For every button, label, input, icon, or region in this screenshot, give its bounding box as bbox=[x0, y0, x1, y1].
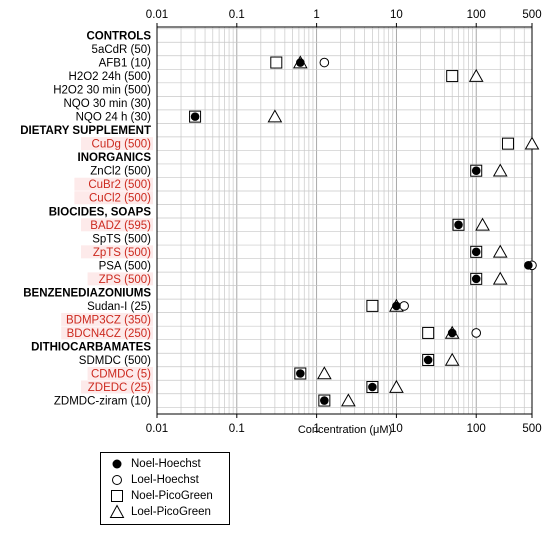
category-heading: INORGANICS bbox=[78, 152, 152, 164]
row-label: CuCl2 (500) bbox=[89, 193, 151, 205]
open-circle-icon bbox=[112, 475, 122, 485]
row-label: BDCN4CZ (250) bbox=[67, 328, 152, 340]
category-heading: DIETARY SUPPLEMENT bbox=[20, 125, 151, 137]
filled-circle-icon bbox=[112, 459, 122, 469]
x-axis-label: Concentration (μM) bbox=[298, 424, 392, 436]
row-label: BADZ (595) bbox=[90, 220, 151, 232]
legend-label: Noel-Hoechst bbox=[131, 458, 201, 470]
data-point-open-triangle bbox=[468, 68, 484, 82]
top-tick-label: 1 bbox=[313, 9, 319, 21]
row-label: PSA (500) bbox=[99, 260, 152, 272]
data-point-open-triangle bbox=[316, 366, 332, 380]
data-point-open-square bbox=[422, 326, 435, 339]
row-label: CuBr2 (500) bbox=[88, 179, 151, 191]
legend-label: Loel-PicoGreen bbox=[131, 506, 211, 518]
category-heading: BIOCIDES, SOAPS bbox=[49, 206, 152, 218]
open-triangle-icon bbox=[109, 504, 125, 518]
row-label: SDMDC (500) bbox=[79, 355, 151, 367]
row-label-highlight bbox=[87, 367, 153, 380]
data-point-open-square bbox=[270, 56, 283, 69]
data-point-filled-circle bbox=[454, 220, 463, 230]
data-point-filled-circle bbox=[471, 166, 481, 175]
data-point-filled-circle bbox=[471, 274, 481, 284]
data-point-open-triangle bbox=[267, 109, 283, 123]
data-point-open-circle bbox=[399, 301, 409, 311]
data-point-filled-circle bbox=[296, 369, 305, 378]
category-heading: DITHIOCARBAMATES bbox=[31, 341, 151, 353]
top-tick-label: 500 bbox=[522, 9, 541, 21]
row-label: ZPS (500) bbox=[99, 274, 152, 286]
scatter-chart: 0.01 0.01 0.1 0.1 1 1 10 10 100 100 500 500 CONTROL… bbox=[20, 9, 541, 436]
row-label: 5aCdR (50) bbox=[92, 44, 152, 56]
data-point-filled-circle bbox=[423, 355, 433, 365]
data-point-filled-circle bbox=[320, 396, 329, 405]
top-tick-label: 0.01 bbox=[146, 9, 168, 21]
legend-label: Noel-PicoGreen bbox=[131, 490, 213, 502]
data-point-open-triangle bbox=[492, 271, 508, 285]
row-label-highlight bbox=[81, 380, 153, 394]
data-point-open-triangle bbox=[475, 217, 490, 231]
bottom-tick-label: 10 bbox=[390, 423, 403, 435]
data-point-open-triangle bbox=[444, 352, 460, 366]
data-point-filled-circle bbox=[392, 301, 401, 311]
data-point-open-square bbox=[446, 70, 459, 83]
row-label: Sudan-I (25) bbox=[87, 301, 151, 313]
data-point-filled-circle bbox=[447, 328, 457, 338]
row-label: NQO 24 h (30) bbox=[76, 112, 152, 124]
legend-item: Noel-Hoechst bbox=[101, 456, 229, 472]
row-label: ZnCl2 (500) bbox=[90, 166, 151, 178]
bottom-tick-label: 100 bbox=[467, 423, 486, 435]
data-point-open-circle bbox=[319, 57, 330, 68]
top-tick-label: 10 bbox=[390, 9, 403, 21]
data-point-open-square bbox=[366, 299, 379, 312]
data-point-open-triangle bbox=[389, 379, 404, 393]
row-label-highlight bbox=[61, 312, 154, 326]
row-label: ZDEDC (25) bbox=[88, 382, 151, 394]
data-point-open-triangle bbox=[492, 244, 508, 258]
data-point-filled-circle bbox=[190, 112, 200, 121]
top-tick-label: 0.1 bbox=[229, 9, 245, 21]
row-label: H2O2 24h (500) bbox=[69, 71, 152, 83]
legend-label: Loel-Hoechst bbox=[131, 474, 199, 486]
category-heading: CONTROLS bbox=[86, 31, 151, 43]
row-label: ZDMDC-ziram (10) bbox=[54, 396, 151, 408]
row-label: ZpTS (500) bbox=[93, 247, 151, 259]
row-label: NQO 30 min (30) bbox=[63, 98, 151, 110]
open-square-icon bbox=[111, 490, 123, 502]
bottom-tick-label: 0.01 bbox=[146, 423, 168, 435]
row-label-highlight bbox=[61, 326, 154, 340]
bottom-tick-label: 0.1 bbox=[229, 423, 245, 435]
row-label-highlight bbox=[81, 218, 153, 232]
bottom-tick-label: 500 bbox=[522, 423, 541, 435]
row-label-highlight bbox=[74, 177, 153, 191]
data-point-filled-circle bbox=[296, 58, 305, 67]
row-label: CDMDC (5) bbox=[91, 369, 151, 381]
row-label: H2O2 30 min (500) bbox=[53, 85, 151, 97]
row-label-highlight bbox=[81, 137, 153, 151]
legend: Noel-Hoechst Loel-Hoechst Noel-PicoGreen… bbox=[100, 452, 230, 525]
row-label: CuDg (500) bbox=[92, 139, 152, 151]
bottom-tick-label: 1 bbox=[313, 423, 319, 435]
row-label: SpTS (500) bbox=[92, 233, 151, 245]
row-label: AFB1 (10) bbox=[99, 58, 152, 70]
category-heading: BENZENEDIAZONIUMS bbox=[23, 287, 151, 299]
row-label-highlight bbox=[87, 272, 153, 286]
row-label-highlight bbox=[74, 191, 153, 205]
data-point-filled-circle bbox=[524, 261, 533, 270]
row-label: BDMP3CZ (350) bbox=[66, 314, 151, 326]
data-point-filled-circle bbox=[471, 247, 481, 257]
data-point-open-circle bbox=[471, 328, 482, 338]
legend-item: Loel-Hoechst bbox=[101, 472, 229, 488]
plot-frame bbox=[156, 26, 533, 415]
data-point-open-triangle bbox=[492, 163, 508, 177]
data-point-open-triangle bbox=[524, 136, 540, 150]
data-point-open-square bbox=[501, 137, 514, 150]
legend-item: Noel-PicoGreen bbox=[101, 488, 229, 504]
data-point-filled-circle bbox=[368, 382, 377, 392]
data-point-open-triangle bbox=[341, 393, 356, 407]
top-tick-label: 100 bbox=[467, 9, 486, 21]
legend-item: Loel-PicoGreen bbox=[101, 504, 229, 520]
row-label-highlight bbox=[81, 245, 153, 259]
